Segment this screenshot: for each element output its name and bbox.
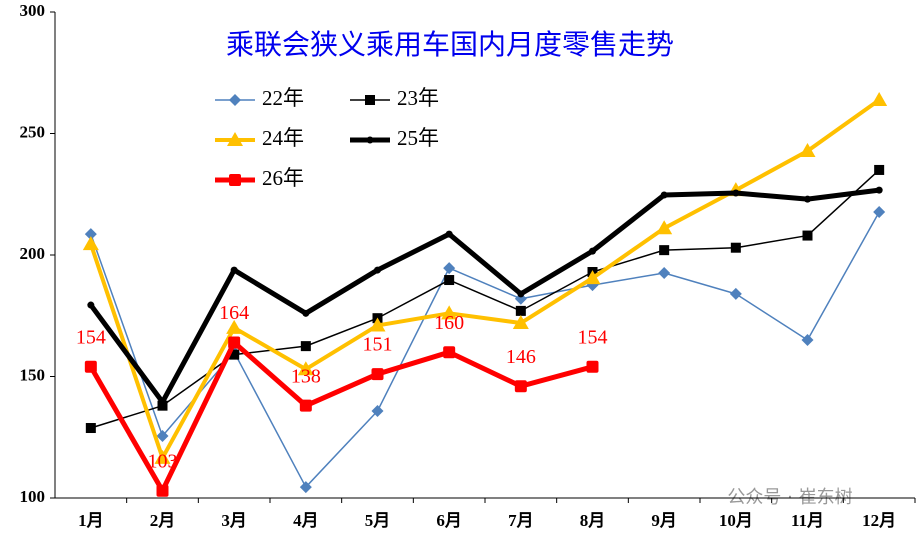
y-tick-label: 200 (20, 244, 46, 263)
data-point (729, 287, 742, 300)
legend-marker (366, 136, 374, 144)
data-point (586, 360, 599, 373)
data-point (299, 481, 312, 494)
legend-marker (229, 94, 241, 106)
data-point (443, 262, 456, 275)
data-point (299, 399, 312, 412)
data-point (658, 266, 671, 279)
x-tick-label: 1月 (78, 511, 104, 530)
data-point (445, 230, 453, 238)
data-point (441, 305, 458, 320)
data-point (732, 189, 740, 197)
data-point (514, 380, 527, 393)
x-tick-label: 6月 (436, 511, 462, 530)
x-tick-label: 2月 (150, 511, 176, 530)
data-point (157, 400, 168, 411)
data-label: 151 (363, 334, 393, 356)
data-point (87, 301, 95, 309)
data-point (82, 236, 99, 251)
chart-title: 乘联会狭义乘用车国内月度零售走势 (226, 28, 674, 61)
y-tick-label: 250 (20, 122, 46, 141)
series-line (88, 187, 880, 405)
data-point (444, 275, 455, 286)
legend-marker (229, 174, 241, 186)
data-label: 164 (219, 302, 249, 324)
data-point (84, 360, 97, 373)
x-tick-label: 8月 (580, 511, 606, 530)
data-point (801, 334, 814, 347)
data-point (799, 142, 816, 157)
data-point (230, 266, 238, 274)
data-point (515, 305, 526, 316)
x-tick-label: 4月 (293, 511, 319, 530)
data-point (371, 368, 384, 381)
data-label: 160 (434, 312, 464, 334)
x-tick-label: 12月 (862, 511, 896, 530)
data-point (871, 91, 888, 106)
data-point (584, 270, 601, 285)
data-point (873, 205, 886, 218)
data-point (371, 405, 384, 418)
data-label: 103 (148, 450, 178, 472)
y-tick-label: 300 (20, 1, 46, 20)
data-point (156, 484, 169, 497)
data-point (369, 317, 386, 332)
data-point (802, 230, 813, 241)
data-point (85, 423, 96, 434)
y-tick-label: 150 (20, 365, 46, 384)
data-point (159, 398, 166, 406)
data-point (660, 191, 668, 199)
data-point (154, 449, 171, 464)
data-point (589, 247, 596, 255)
data-point (228, 336, 241, 349)
legend-label: 24年 (262, 126, 304, 150)
series-line (88, 339, 594, 494)
data-point (659, 245, 670, 256)
data-point (875, 186, 883, 194)
data-point (730, 242, 741, 253)
data-point (374, 266, 381, 274)
data-point (297, 361, 314, 376)
data-point (512, 315, 529, 330)
data-label: 146 (506, 346, 536, 368)
data-label: 154 (578, 326, 608, 348)
data-label: 154 (76, 326, 106, 348)
legend-label: 25年 (397, 126, 439, 150)
x-tick-label: 9月 (651, 511, 677, 530)
data-point (874, 164, 885, 175)
data-point (514, 292, 527, 305)
data-point (443, 346, 456, 359)
y-tick-label: 100 (20, 487, 46, 506)
data-point (226, 319, 243, 334)
legend-marker (227, 132, 243, 146)
data-point (156, 430, 169, 443)
legend-label: 26年 (262, 166, 304, 190)
x-tick-label: 7月 (508, 511, 534, 530)
legend-marker (365, 95, 375, 105)
data-point (656, 220, 673, 235)
x-tick-label: 5月 (365, 511, 391, 530)
legend-label: 22年 (262, 86, 304, 110)
data-point (300, 341, 311, 352)
data-point (229, 349, 240, 360)
data-point (302, 309, 310, 317)
series-line (88, 98, 881, 460)
x-tick-label: 10月 (719, 511, 753, 530)
x-tick-label: 11月 (791, 511, 824, 530)
data-point (804, 195, 811, 203)
legend-label: 23年 (397, 86, 439, 110)
data-point (517, 290, 525, 298)
x-tick-label: 3月 (221, 511, 247, 530)
data-point (84, 228, 97, 241)
data-label: 138 (291, 365, 321, 387)
